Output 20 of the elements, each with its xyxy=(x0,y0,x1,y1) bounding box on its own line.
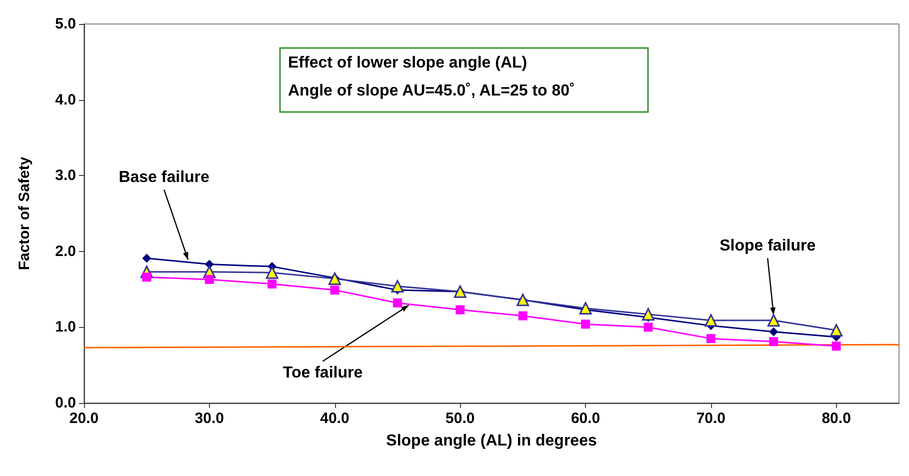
y-tick-label: 1.0 xyxy=(55,318,76,336)
y-tick-label: 4.0 xyxy=(55,91,76,108)
y-tick-label: 0.0 xyxy=(55,394,76,412)
x-axis-title: Slope angle (AL) in degrees xyxy=(386,432,597,450)
x-tick-label: 80.0 xyxy=(822,410,851,427)
annotation: Toe failure xyxy=(282,364,363,382)
x-tick-label: 60.0 xyxy=(570,410,600,427)
y-tick-label: 2.0 xyxy=(55,242,76,260)
x-tick-label: 70.0 xyxy=(696,410,726,427)
x-tick-label: 20.0 xyxy=(69,410,99,427)
annotation: Angle of slope AU=45.0˚, AL=25 to 80˚ xyxy=(288,82,575,100)
y-tick-label: 5.0 xyxy=(55,16,76,32)
y-axis-title: Factor of Safety xyxy=(16,156,33,270)
annotation: Effect of lower slope angle (AL) xyxy=(288,54,528,72)
x-tick-label: 40.0 xyxy=(320,410,350,427)
annotation: Slope failure xyxy=(720,238,816,255)
x-tick-label: 30.0 xyxy=(194,410,224,427)
y-tick-label: 3.0 xyxy=(55,167,76,184)
x-tick-label: 50.0 xyxy=(446,410,475,427)
annotation: Base failure xyxy=(118,169,210,186)
